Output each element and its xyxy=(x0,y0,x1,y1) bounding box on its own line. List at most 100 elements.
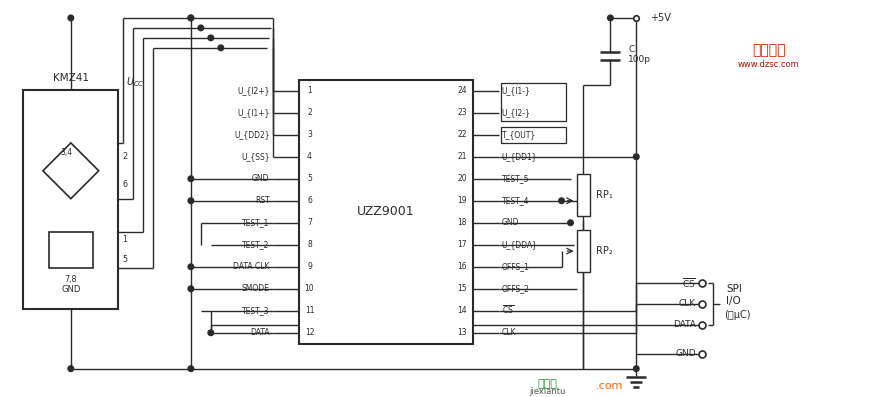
Text: 24: 24 xyxy=(457,86,467,95)
Text: 17: 17 xyxy=(457,240,467,249)
Text: 16: 16 xyxy=(457,262,467,271)
Text: $\overline{\mathrm{CS}}$: $\overline{\mathrm{CS}}$ xyxy=(502,305,514,317)
Text: RST: RST xyxy=(255,196,270,205)
Circle shape xyxy=(188,286,194,291)
Text: SMODE: SMODE xyxy=(242,284,270,293)
Text: $U_{CC}$: $U_{CC}$ xyxy=(126,75,145,89)
Text: SPI: SPI xyxy=(726,284,742,294)
Text: 4: 4 xyxy=(307,152,312,161)
Circle shape xyxy=(568,220,573,225)
Bar xyxy=(49,232,93,268)
Text: 接线图: 接线图 xyxy=(538,379,557,389)
Text: GND: GND xyxy=(252,174,270,183)
Text: TEST_5: TEST_5 xyxy=(502,174,529,183)
Text: U_{I2+}: U_{I2+} xyxy=(237,86,270,95)
Text: 维库一下: 维库一下 xyxy=(752,43,786,57)
Text: I/O: I/O xyxy=(726,296,741,306)
Text: DATA: DATA xyxy=(673,320,696,330)
Circle shape xyxy=(188,15,194,21)
Text: 10: 10 xyxy=(305,284,314,293)
Text: UZZ9001: UZZ9001 xyxy=(357,205,414,218)
Text: TEST_1: TEST_1 xyxy=(243,218,270,227)
Circle shape xyxy=(188,15,194,21)
Text: OFFS_2: OFFS_2 xyxy=(502,284,530,293)
Text: 3: 3 xyxy=(307,130,312,139)
Text: 6: 6 xyxy=(122,180,127,189)
Circle shape xyxy=(188,198,194,204)
Circle shape xyxy=(68,15,74,21)
Text: $\overline{\mathrm{CS}}$: $\overline{\mathrm{CS}}$ xyxy=(682,276,696,290)
Text: 5: 5 xyxy=(122,255,127,264)
Circle shape xyxy=(633,366,639,372)
Text: 9: 9 xyxy=(307,262,312,271)
Circle shape xyxy=(188,366,194,372)
Text: 14: 14 xyxy=(457,306,467,315)
Text: T_{OUT}: T_{OUT} xyxy=(502,130,536,139)
Text: 2: 2 xyxy=(307,108,312,117)
Text: C: C xyxy=(628,45,634,54)
Circle shape xyxy=(208,35,214,40)
Text: 100p: 100p xyxy=(628,55,652,64)
Text: 1: 1 xyxy=(122,235,127,244)
Text: 19: 19 xyxy=(457,196,467,205)
Text: DATA: DATA xyxy=(250,328,270,337)
Text: GND: GND xyxy=(502,218,519,227)
Text: U_{SS}: U_{SS} xyxy=(241,152,270,161)
Text: 11: 11 xyxy=(305,306,314,315)
Text: 1: 1 xyxy=(307,86,312,95)
Text: 5: 5 xyxy=(307,174,312,183)
Bar xyxy=(501,83,566,121)
Text: 13: 13 xyxy=(457,328,467,337)
Text: 7: 7 xyxy=(307,218,312,227)
Text: 7,8: 7,8 xyxy=(65,275,77,284)
Circle shape xyxy=(198,25,203,31)
Circle shape xyxy=(633,154,639,160)
Text: TEST_4: TEST_4 xyxy=(502,196,529,205)
Text: 12: 12 xyxy=(305,328,314,337)
Text: www.dzsc.com: www.dzsc.com xyxy=(738,60,800,69)
Bar xyxy=(299,80,473,344)
Circle shape xyxy=(559,198,564,204)
Text: OFFS_1: OFFS_1 xyxy=(502,262,530,271)
Text: CLK: CLK xyxy=(679,299,696,308)
Text: TEST_2: TEST_2 xyxy=(243,240,270,249)
Text: 15: 15 xyxy=(457,284,467,293)
Circle shape xyxy=(188,176,194,181)
Text: 6: 6 xyxy=(307,196,312,205)
Text: U_{I1+}: U_{I1+} xyxy=(237,108,270,117)
Text: 23: 23 xyxy=(457,108,467,117)
Text: U_{DD2}: U_{DD2} xyxy=(234,130,270,139)
Text: GND: GND xyxy=(61,285,81,294)
Text: .com: .com xyxy=(596,381,623,391)
Text: KMZ41: KMZ41 xyxy=(53,73,88,83)
Bar xyxy=(501,127,566,143)
Text: RP₂: RP₂ xyxy=(597,246,613,256)
Text: 18: 18 xyxy=(457,218,467,227)
Text: U_{DD1}: U_{DD1} xyxy=(502,152,537,161)
Text: CLK: CLK xyxy=(502,328,516,337)
Text: 21: 21 xyxy=(457,152,467,161)
Text: 8: 8 xyxy=(307,240,312,249)
Text: GND: GND xyxy=(675,349,696,358)
Text: RP₁: RP₁ xyxy=(597,190,613,200)
Text: 3,4: 3,4 xyxy=(60,148,73,157)
Text: U_{DDA}: U_{DDA} xyxy=(502,240,538,249)
Text: jiexiantu: jiexiantu xyxy=(529,387,566,396)
Text: 20: 20 xyxy=(457,174,467,183)
Circle shape xyxy=(218,45,223,51)
Bar xyxy=(576,174,590,216)
Text: 22: 22 xyxy=(457,130,467,139)
Text: U_{I1-}: U_{I1-} xyxy=(502,86,531,95)
Circle shape xyxy=(188,264,194,270)
Text: 2: 2 xyxy=(122,152,127,161)
Bar xyxy=(24,90,118,309)
Text: TEST_3: TEST_3 xyxy=(242,306,270,315)
Text: U_{I2-}: U_{I2-} xyxy=(502,108,531,117)
Circle shape xyxy=(208,330,214,335)
Text: (接μC): (接μC) xyxy=(724,310,751,320)
Circle shape xyxy=(68,366,74,372)
Text: +5V: +5V xyxy=(650,13,671,23)
Circle shape xyxy=(608,15,613,21)
Text: DATA CLK: DATA CLK xyxy=(233,262,270,271)
Bar xyxy=(576,230,590,272)
